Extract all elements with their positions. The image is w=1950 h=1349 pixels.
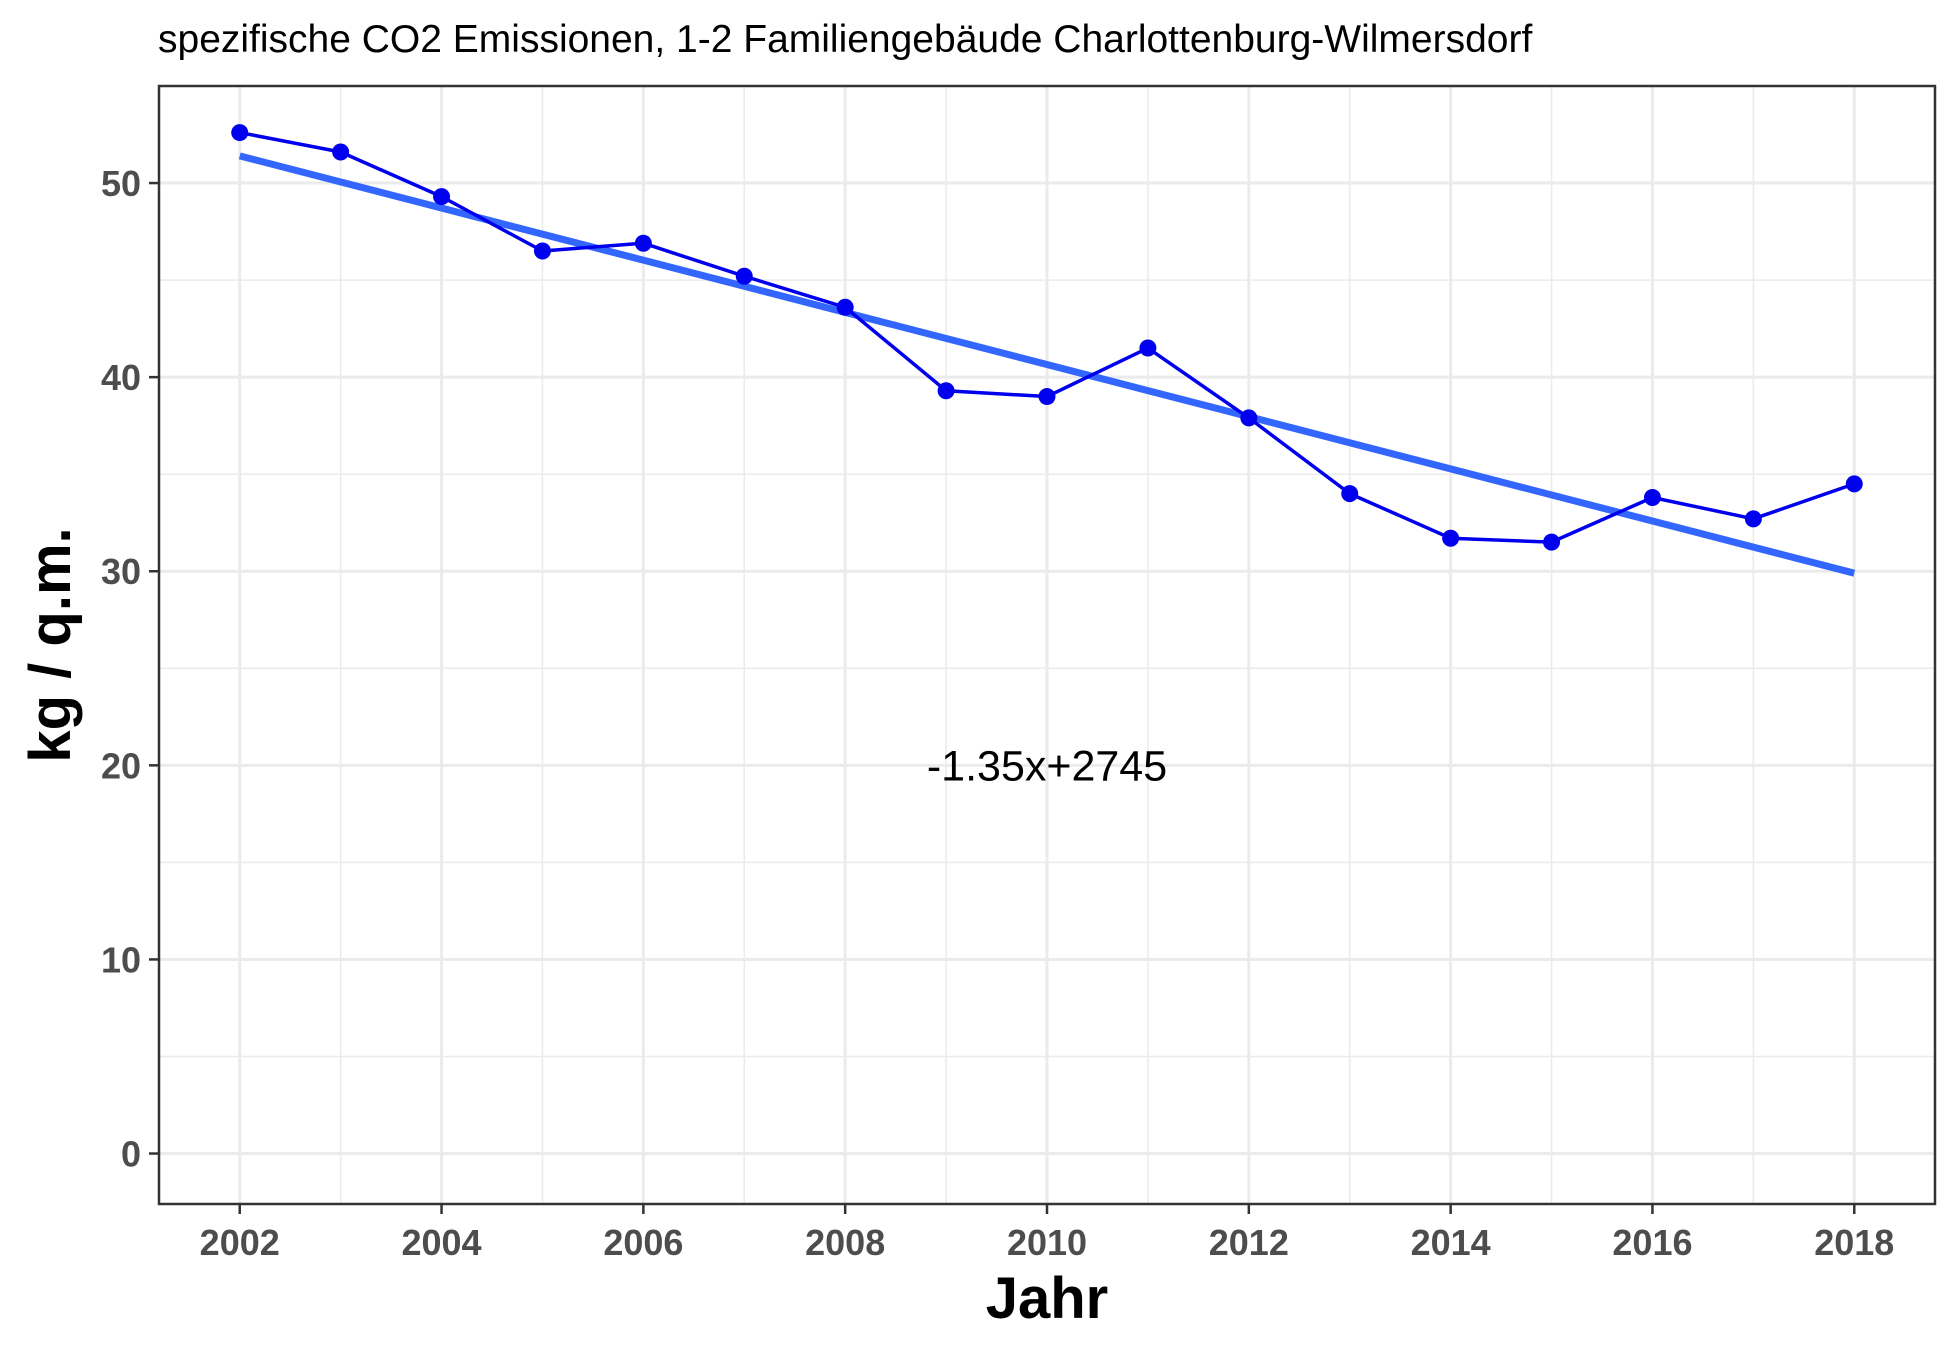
x-tick-label: 2006 [603, 1222, 683, 1263]
trend-layer [238, 152, 1856, 577]
data-point [1139, 339, 1157, 357]
y-tick-label: 50 [101, 163, 141, 204]
grid [159, 86, 1935, 1204]
data-point [634, 234, 652, 252]
series-layer [231, 124, 1863, 551]
trend-line [238, 152, 1856, 577]
x-tick-label: 2018 [1814, 1222, 1894, 1263]
x-tick-label: 2016 [1612, 1222, 1692, 1263]
data-point [1240, 409, 1258, 427]
data-point [1643, 488, 1661, 506]
x-tick-label: 2004 [401, 1222, 481, 1263]
data-point [1442, 529, 1460, 547]
x-tick-label: 2002 [200, 1222, 280, 1263]
data-point [231, 124, 249, 142]
data-point [1744, 510, 1762, 528]
x-tick-label: 2008 [805, 1222, 885, 1263]
x-tick-label: 2010 [1007, 1222, 1087, 1263]
data-point [533, 242, 551, 260]
y-tick-label: 30 [101, 551, 141, 592]
data-point [1038, 388, 1056, 406]
data-point [1845, 475, 1863, 493]
data-point [433, 188, 451, 206]
y-tick-label: 10 [101, 939, 141, 980]
y-tick-label: 40 [101, 357, 141, 398]
y-tick-label: 20 [101, 745, 141, 786]
axes: 2002 2004 2006 2008 2010 2012 2014 2016 2018 0 10 2… [101, 163, 1894, 1263]
data-point [332, 143, 350, 161]
y-axis-title: kg / q.m. [18, 527, 83, 762]
equation-annotation: -1.35x+2745 [927, 742, 1167, 790]
data-point [735, 267, 753, 285]
x-axis-title: Jahr [986, 1266, 1109, 1331]
x-tick-label: 2014 [1411, 1222, 1491, 1263]
y-tick-label: 0 [121, 1134, 141, 1175]
chart-title: spezifische CO2 Emissionen, 1-2 Familien… [158, 18, 1532, 61]
data-point [836, 298, 854, 316]
data-point [1543, 533, 1561, 551]
data-point [937, 382, 955, 400]
x-tick-label: 2012 [1209, 1222, 1289, 1263]
data-point [1341, 485, 1359, 503]
